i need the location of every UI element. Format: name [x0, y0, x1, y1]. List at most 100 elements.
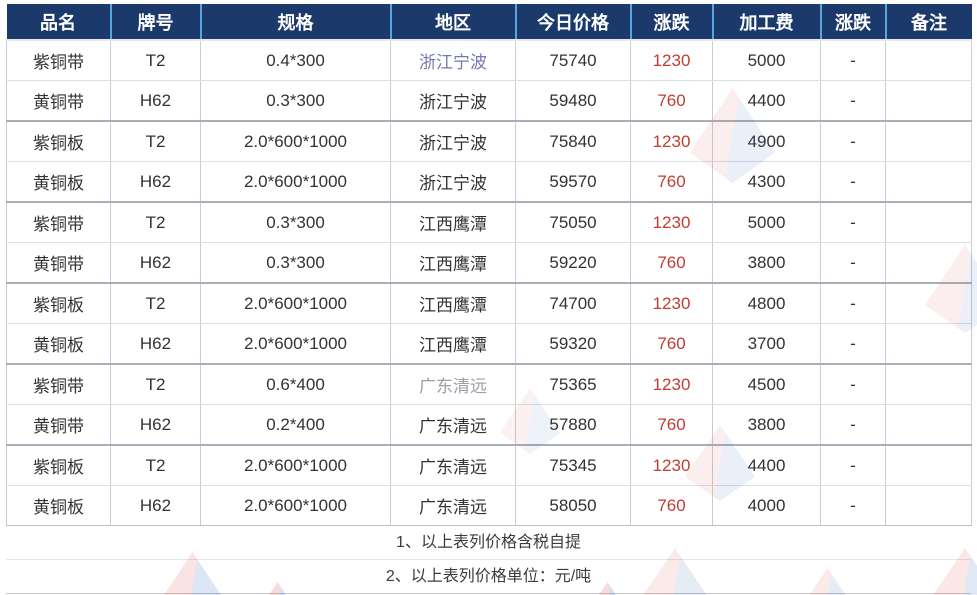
cell-change: 1230: [630, 40, 713, 81]
cell-fee-change: -: [820, 323, 886, 365]
table-row: 黄铜板 H62 2.0*600*1000 广东清远 58050 760 4000-: [6, 485, 972, 526]
price-table: 品名 牌号 规格 地区 今日价格 涨跌 加工费 涨跌 备注 紫铜带 T2 0.4*3…: [6, 4, 972, 526]
cell-remark: [885, 161, 972, 203]
cell-change: 760: [630, 404, 713, 446]
cell-product: 紫铜板: [6, 121, 111, 162]
col-header-spec: 规格: [200, 4, 392, 41]
cell-region: 江西鹰潭: [390, 283, 516, 324]
cell-price: 59480: [515, 80, 631, 122]
cell-spec: 0.2*400: [200, 404, 391, 446]
cell-fee: 4400: [712, 80, 821, 122]
table-row: 黄铜带 H62 0.3*300 江西鹰潭 59220 760 3800-: [6, 242, 972, 284]
col-header-remark: 备注: [885, 4, 972, 41]
cell-grade: H62: [110, 404, 201, 446]
cell-fee: 5000: [712, 202, 821, 243]
cell-change: 760: [630, 161, 713, 203]
cell-grade: T2: [110, 364, 201, 405]
cell-grade: H62: [110, 161, 201, 203]
col-header-fee-change: 涨跌: [820, 4, 887, 41]
cell-fee-change: -: [820, 121, 886, 162]
table-row: 黄铜带 H62 0.2*400 广东清远 57880 760 3800-: [6, 404, 972, 446]
cell-fee: 5000: [712, 40, 821, 81]
cell-price: 75840: [515, 121, 631, 162]
cell-product: 黄铜板: [6, 161, 111, 203]
cell-fee-change: -: [820, 404, 886, 446]
cell-grade: H62: [110, 80, 201, 122]
cell-product: 紫铜带: [6, 202, 111, 243]
cell-fee: 4500: [712, 364, 821, 405]
cell-spec: 0.3*300: [200, 242, 391, 284]
cell-grade: T2: [110, 202, 201, 243]
cell-grade: H62: [110, 323, 201, 365]
cell-region: 浙江宁波: [390, 161, 516, 203]
cell-spec: 2.0*600*1000: [200, 161, 391, 203]
cell-remark: [885, 202, 972, 243]
table-row: 黄铜板 H62 2.0*600*1000 浙江宁波 59570 760 4300-: [6, 161, 972, 203]
table-row: 紫铜板 T2 2.0*600*1000 江西鹰潭 74700 1230 4800-: [6, 283, 972, 324]
cell-product: 黄铜带: [6, 242, 111, 284]
cell-change: 1230: [630, 445, 713, 486]
cell-remark: [885, 80, 972, 122]
cell-region: 浙江宁波: [390, 121, 516, 162]
cell-remark: [885, 242, 972, 284]
cell-change: 760: [630, 323, 713, 365]
cell-region: 江西鹰潭: [390, 242, 516, 284]
cell-region: 广东清远: [390, 445, 516, 486]
cell-spec: 0.3*300: [200, 80, 391, 122]
cell-region: 江西鹰潭: [390, 202, 516, 243]
col-header-fee: 加工费: [712, 4, 822, 41]
cell-product: 紫铜板: [6, 445, 111, 486]
cell-fee-change: -: [820, 364, 886, 405]
cell-spec: 2.0*600*1000: [200, 323, 391, 365]
cell-fee: 3700: [712, 323, 821, 365]
cell-spec: 0.3*300: [200, 202, 391, 243]
cell-change: 1230: [630, 121, 713, 162]
cell-grade: H62: [110, 485, 201, 526]
footnotes: 1、以上表列价格含税自提 2、以上表列价格单位：元/吨: [6, 526, 971, 594]
cell-spec: 2.0*600*1000: [200, 485, 391, 526]
table-row: 紫铜带 T2 0.3*300 江西鹰潭 75050 1230 5000-: [6, 202, 972, 243]
cell-region: 浙江宁波: [390, 80, 516, 122]
cell-spec: 2.0*600*1000: [200, 445, 391, 486]
cell-region-link[interactable]: 浙江宁波: [390, 40, 516, 81]
cell-region: 广东清远: [390, 404, 516, 446]
cell-region: 广东清远: [390, 364, 516, 405]
cell-region: 江西鹰潭: [390, 323, 516, 365]
cell-grade: T2: [110, 445, 201, 486]
cell-grade: T2: [110, 283, 201, 324]
cell-product: 黄铜板: [6, 323, 111, 365]
table-row: 紫铜板 T2 2.0*600*1000 广东清远 75345 1230 4400-: [6, 445, 972, 486]
cell-fee: 4300: [712, 161, 821, 203]
cell-spec: 2.0*600*1000: [200, 121, 391, 162]
table-header: 品名 牌号 规格 地区 今日价格 涨跌 加工费 涨跌 备注: [6, 4, 972, 41]
footnote-2: 2、以上表列价格单位：元/吨: [6, 560, 971, 594]
cell-price: 74700: [515, 283, 631, 324]
cell-product: 黄铜带: [6, 80, 111, 122]
cell-price: 75345: [515, 445, 631, 486]
cell-change: 1230: [630, 364, 713, 405]
cell-product: 黄铜板: [6, 485, 111, 526]
col-header-grade: 牌号: [110, 4, 202, 41]
cell-fee-change: -: [820, 40, 886, 81]
cell-fee-change: -: [820, 445, 886, 486]
col-header-product: 品名: [6, 4, 112, 41]
cell-product: 紫铜带: [6, 364, 111, 405]
cell-fee: 3800: [712, 242, 821, 284]
cell-remark: [885, 121, 972, 162]
cell-fee-change: -: [820, 485, 886, 526]
table-row: 黄铜带 H62 0.3*300 浙江宁波 59480 760 4400-: [6, 80, 972, 122]
cell-remark: [885, 364, 972, 405]
footnote-1: 1、以上表列价格含税自提: [6, 526, 971, 560]
cell-fee-change: -: [820, 283, 886, 324]
col-header-price: 今日价格: [515, 4, 632, 41]
cell-remark: [885, 40, 972, 81]
cell-remark: [885, 404, 972, 446]
cell-fee-change: -: [820, 161, 886, 203]
cell-fee: 4000: [712, 485, 821, 526]
table-row: 紫铜板 T2 2.0*600*1000 浙江宁波 75840 1230 4900-: [6, 121, 972, 162]
table-row: 黄铜板 H62 2.0*600*1000 江西鹰潭 59320 760 3700-: [6, 323, 972, 365]
cell-product: 黄铜带: [6, 404, 111, 446]
cell-grade: H62: [110, 242, 201, 284]
cell-price: 75740: [515, 40, 631, 81]
